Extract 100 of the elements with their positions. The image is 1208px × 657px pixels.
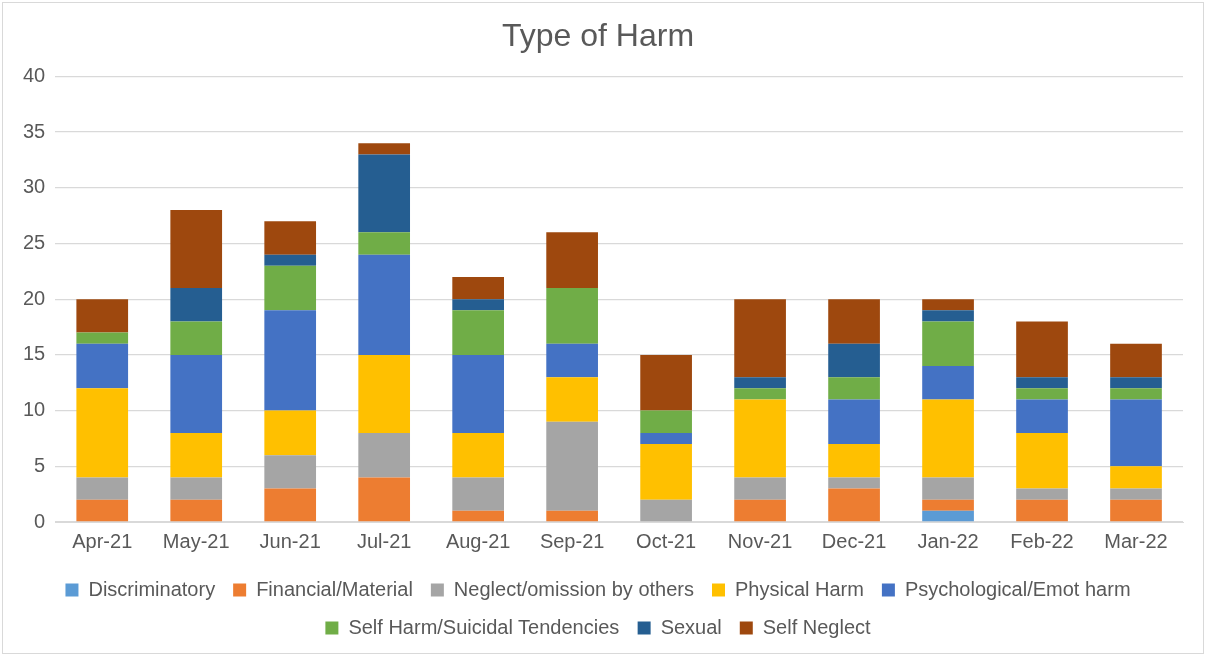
bar xyxy=(76,477,129,500)
bar xyxy=(170,321,223,355)
bar xyxy=(452,477,504,511)
bar xyxy=(170,354,223,433)
bar xyxy=(264,221,317,255)
chart-title: Type of Harm xyxy=(501,17,695,54)
bar xyxy=(922,499,974,511)
bar xyxy=(1110,377,1162,389)
bar xyxy=(358,477,411,522)
bar xyxy=(170,477,223,500)
bar xyxy=(358,432,411,478)
y-tick-label: 25 xyxy=(23,231,46,254)
legend-label: Sexual xyxy=(660,615,722,638)
bar xyxy=(264,410,317,456)
bar xyxy=(76,388,129,478)
bar xyxy=(76,499,129,522)
bar xyxy=(1016,399,1068,433)
legend-label: Self Neglect xyxy=(762,615,872,638)
bar xyxy=(76,343,129,389)
bar xyxy=(640,432,692,445)
bar xyxy=(1110,488,1162,500)
x-tick-label: Sep-21 xyxy=(539,529,605,552)
bar xyxy=(922,299,974,311)
bar xyxy=(1110,343,1162,378)
bar xyxy=(1110,499,1162,522)
legend-label: Financial/Material xyxy=(256,577,413,600)
legend-label: Psychological/Emot harm xyxy=(904,577,1131,600)
x-tick-label: May-21 xyxy=(162,529,230,552)
x-tick-label: Nov-21 xyxy=(727,529,793,552)
bar xyxy=(828,477,880,489)
bar xyxy=(734,377,786,389)
bar xyxy=(640,444,692,500)
bar xyxy=(452,299,504,311)
bar xyxy=(1016,388,1068,400)
bar xyxy=(452,432,504,478)
y-tick-label: 5 xyxy=(34,453,46,476)
x-tick-label: Dec-21 xyxy=(821,529,887,552)
y-tick-label: 40 xyxy=(23,63,46,86)
legend-label: Self Harm/Suicidal Tendencies xyxy=(348,615,620,638)
bar xyxy=(264,265,317,311)
bar xyxy=(170,210,223,289)
x-tick-label: Aug-21 xyxy=(445,529,511,552)
bar xyxy=(922,510,974,522)
bar xyxy=(76,332,129,344)
y-tick-label: 15 xyxy=(23,342,46,365)
bar xyxy=(1016,488,1068,500)
bar xyxy=(734,299,786,378)
bar xyxy=(358,354,411,433)
bar xyxy=(546,343,598,378)
bar xyxy=(264,488,317,522)
bar xyxy=(1110,399,1162,467)
bar xyxy=(546,510,598,522)
bar xyxy=(734,477,786,500)
bar xyxy=(170,288,223,322)
bar xyxy=(828,444,880,478)
bar xyxy=(452,310,504,355)
bar xyxy=(640,410,692,433)
bar xyxy=(452,354,504,433)
bar xyxy=(1110,388,1162,400)
bar xyxy=(546,421,598,511)
bar xyxy=(170,432,223,478)
bar xyxy=(546,377,598,422)
bar xyxy=(358,232,411,255)
bar xyxy=(1110,466,1162,489)
bar xyxy=(828,343,880,378)
x-tick-label: Mar-22 xyxy=(1104,529,1168,552)
bar xyxy=(170,499,223,522)
bar xyxy=(264,254,317,266)
bar xyxy=(922,310,974,322)
bar xyxy=(922,321,974,367)
x-tick-label: Jun-21 xyxy=(259,529,321,552)
bar xyxy=(546,288,598,344)
bar xyxy=(828,377,880,400)
bar xyxy=(828,488,880,522)
legend-label: Physical Harm xyxy=(734,577,864,600)
bar xyxy=(358,254,411,355)
bar xyxy=(922,366,974,400)
bar xyxy=(358,143,411,155)
bar xyxy=(828,399,880,445)
bar xyxy=(640,354,692,411)
bar xyxy=(264,455,317,489)
bar xyxy=(1016,321,1068,378)
bar xyxy=(828,299,880,344)
bar xyxy=(358,154,411,233)
y-tick-label: 10 xyxy=(23,398,46,421)
legend-label: Neglect/omission by others xyxy=(453,577,694,600)
bar xyxy=(734,499,786,522)
x-tick-label: Jan-22 xyxy=(917,529,979,552)
y-tick-label: 35 xyxy=(23,119,46,142)
bar xyxy=(734,399,786,478)
bar xyxy=(546,232,598,289)
y-tick-label: 20 xyxy=(23,286,46,309)
y-tick-label: 30 xyxy=(23,175,46,198)
x-tick-label: Oct-21 xyxy=(636,529,697,552)
y-tick-label: 0 xyxy=(34,509,46,532)
bar xyxy=(734,388,786,400)
x-tick-label: Apr-21 xyxy=(72,529,133,552)
legend-label: Discriminatory xyxy=(88,577,216,600)
bar xyxy=(452,276,504,300)
x-tick-label: Jul-21 xyxy=(356,529,412,552)
